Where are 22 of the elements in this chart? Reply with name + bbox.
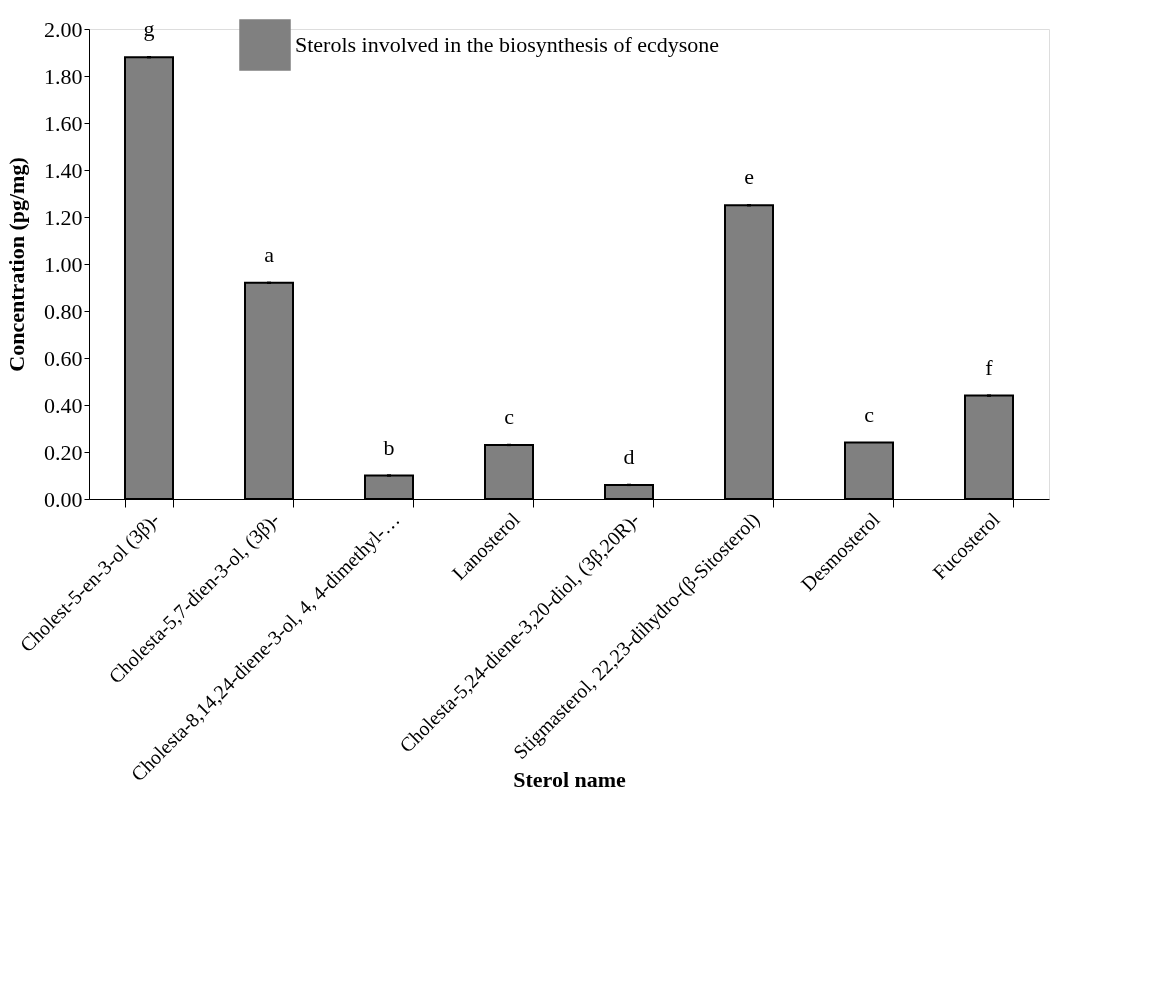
y-tick-label: 1.00 bbox=[44, 251, 83, 277]
annotation: g bbox=[143, 16, 155, 42]
legend-label: Sterols involved in the biosynthesis of ecdysone bbox=[295, 32, 720, 57]
annotation: f bbox=[985, 354, 994, 380]
y-tick-label: 2.00 bbox=[44, 16, 83, 42]
annotation: c bbox=[864, 401, 875, 427]
x-axis-title: Sterol name bbox=[513, 766, 627, 792]
y-tick-label: 0.00 bbox=[44, 486, 83, 512]
annotation: e bbox=[744, 164, 754, 190]
y-tick-label: 1.20 bbox=[44, 204, 83, 230]
annotation: b bbox=[383, 434, 395, 460]
y-tick-label: 0.60 bbox=[44, 345, 83, 371]
y-tick-label: 1.40 bbox=[44, 157, 83, 183]
y-tick-label: 1.80 bbox=[44, 63, 83, 89]
annotation: a bbox=[264, 241, 275, 267]
annotation: c bbox=[504, 403, 515, 429]
y-tick-label: 0.20 bbox=[44, 439, 83, 465]
y-tick-label: 0.40 bbox=[44, 392, 83, 418]
y-tick-label: 0.80 bbox=[44, 298, 83, 324]
y-tick-label: 1.60 bbox=[44, 110, 83, 136]
annotation: d bbox=[623, 443, 635, 469]
y-axis-title: Concentration (pg/mg) bbox=[4, 157, 29, 372]
